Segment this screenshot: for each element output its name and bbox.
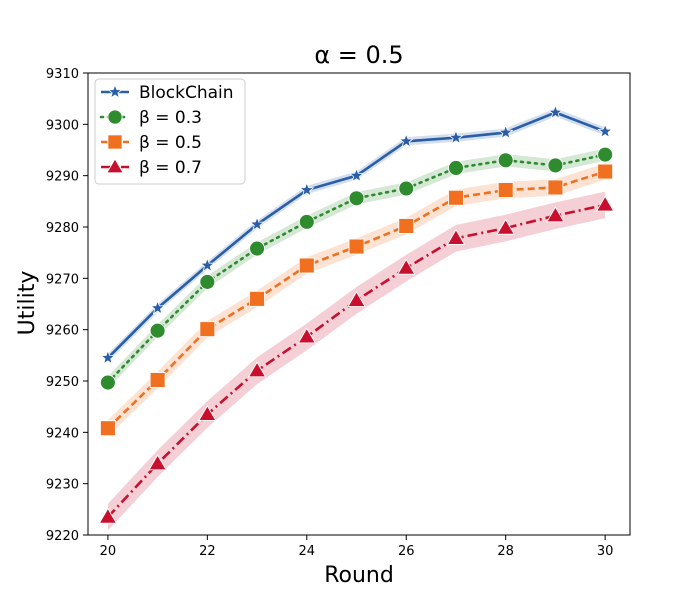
- band-3: [107, 191, 606, 531]
- data-point: [199, 321, 216, 338]
- y-axis-label: Utility: [15, 271, 40, 336]
- y-tick-label: 9220: [46, 529, 79, 544]
- data-point: [347, 291, 366, 307]
- data-point: [547, 179, 564, 196]
- data-point: [597, 163, 614, 180]
- y-tick-label: 9310: [46, 67, 79, 82]
- data-point: [597, 146, 614, 163]
- data-point: [199, 257, 216, 273]
- legend-label-3: β = 0.7: [139, 158, 202, 178]
- data-point: [348, 238, 365, 255]
- data-point: [398, 180, 415, 197]
- data-point: [497, 182, 514, 198]
- x-tick-label: 20: [100, 544, 117, 559]
- y-tick-label: 9260: [46, 324, 79, 339]
- data-point: [149, 372, 166, 388]
- data-point: [348, 167, 365, 183]
- y-tick-label: 9240: [46, 426, 79, 441]
- data-point: [149, 299, 166, 315]
- data-point: [595, 195, 615, 212]
- legend-marker-3: [106, 158, 124, 174]
- data-point: [348, 190, 365, 207]
- legend-label-1: β = 0.3: [139, 108, 202, 128]
- y-tick-label: 9250: [46, 375, 79, 390]
- legend-marker-2: [107, 134, 123, 150]
- data-point: [297, 327, 317, 344]
- series-markers: [98, 104, 615, 524]
- y-tick-label: 9300: [46, 118, 79, 133]
- data-point: [99, 420, 116, 437]
- legend-label-0: BlockChain: [139, 83, 234, 103]
- axes: 20 22 24 26 28 30 9220 9230 9240 9250 9260 9270 9280…: [46, 67, 631, 559]
- legend: BlockChain β = 0.3 β = 0.5 β = 0.7: [94, 78, 246, 185]
- data-point: [448, 160, 464, 176]
- data-point: [98, 507, 118, 524]
- data-point: [99, 374, 116, 391]
- data-point: [249, 240, 266, 257]
- legend-box: [94, 78, 246, 185]
- chart-title: α = 0.5: [314, 41, 403, 69]
- data-point: [148, 454, 167, 471]
- data-point: [497, 124, 514, 140]
- data-point: [298, 213, 315, 230]
- y-tick-label: 9280: [46, 221, 79, 236]
- data-point: [298, 257, 315, 274]
- plot-frame: [87, 72, 631, 536]
- y-tick-label: 9270: [46, 272, 79, 287]
- data-point: [448, 189, 464, 206]
- y-tick-label: 9290: [46, 170, 79, 185]
- data-point: [547, 157, 564, 174]
- data-point: [398, 218, 415, 234]
- data-point: [199, 273, 216, 290]
- x-axis-label: Round: [324, 563, 394, 588]
- data-point: [448, 129, 464, 145]
- x-tick-label: 26: [398, 544, 415, 559]
- data-point: [249, 216, 265, 232]
- data-point: [100, 349, 116, 365]
- data-point: [247, 361, 267, 378]
- data-point: [497, 152, 514, 169]
- data-point: [249, 290, 266, 307]
- data-point: [446, 228, 466, 245]
- legend-marker-1: [107, 109, 123, 125]
- series-line-1: [106, 153, 607, 384]
- data-point: [396, 258, 416, 275]
- legend-marker-0: [107, 83, 123, 99]
- x-tick-label: 22: [199, 544, 216, 559]
- y-tick-label: 9230: [46, 478, 79, 493]
- legend-label-2: β = 0.5: [139, 133, 202, 153]
- data-point: [299, 181, 315, 197]
- x-tick-label: 24: [299, 544, 316, 559]
- data-point: [496, 218, 515, 235]
- x-tick-label: 28: [497, 544, 514, 559]
- data-point: [149, 322, 166, 339]
- data-point: [547, 104, 564, 120]
- data-point: [597, 123, 613, 139]
- data-point: [546, 206, 565, 223]
- data-point: [198, 404, 217, 421]
- x-tick-label: 30: [597, 544, 614, 559]
- data-point: [398, 133, 414, 148]
